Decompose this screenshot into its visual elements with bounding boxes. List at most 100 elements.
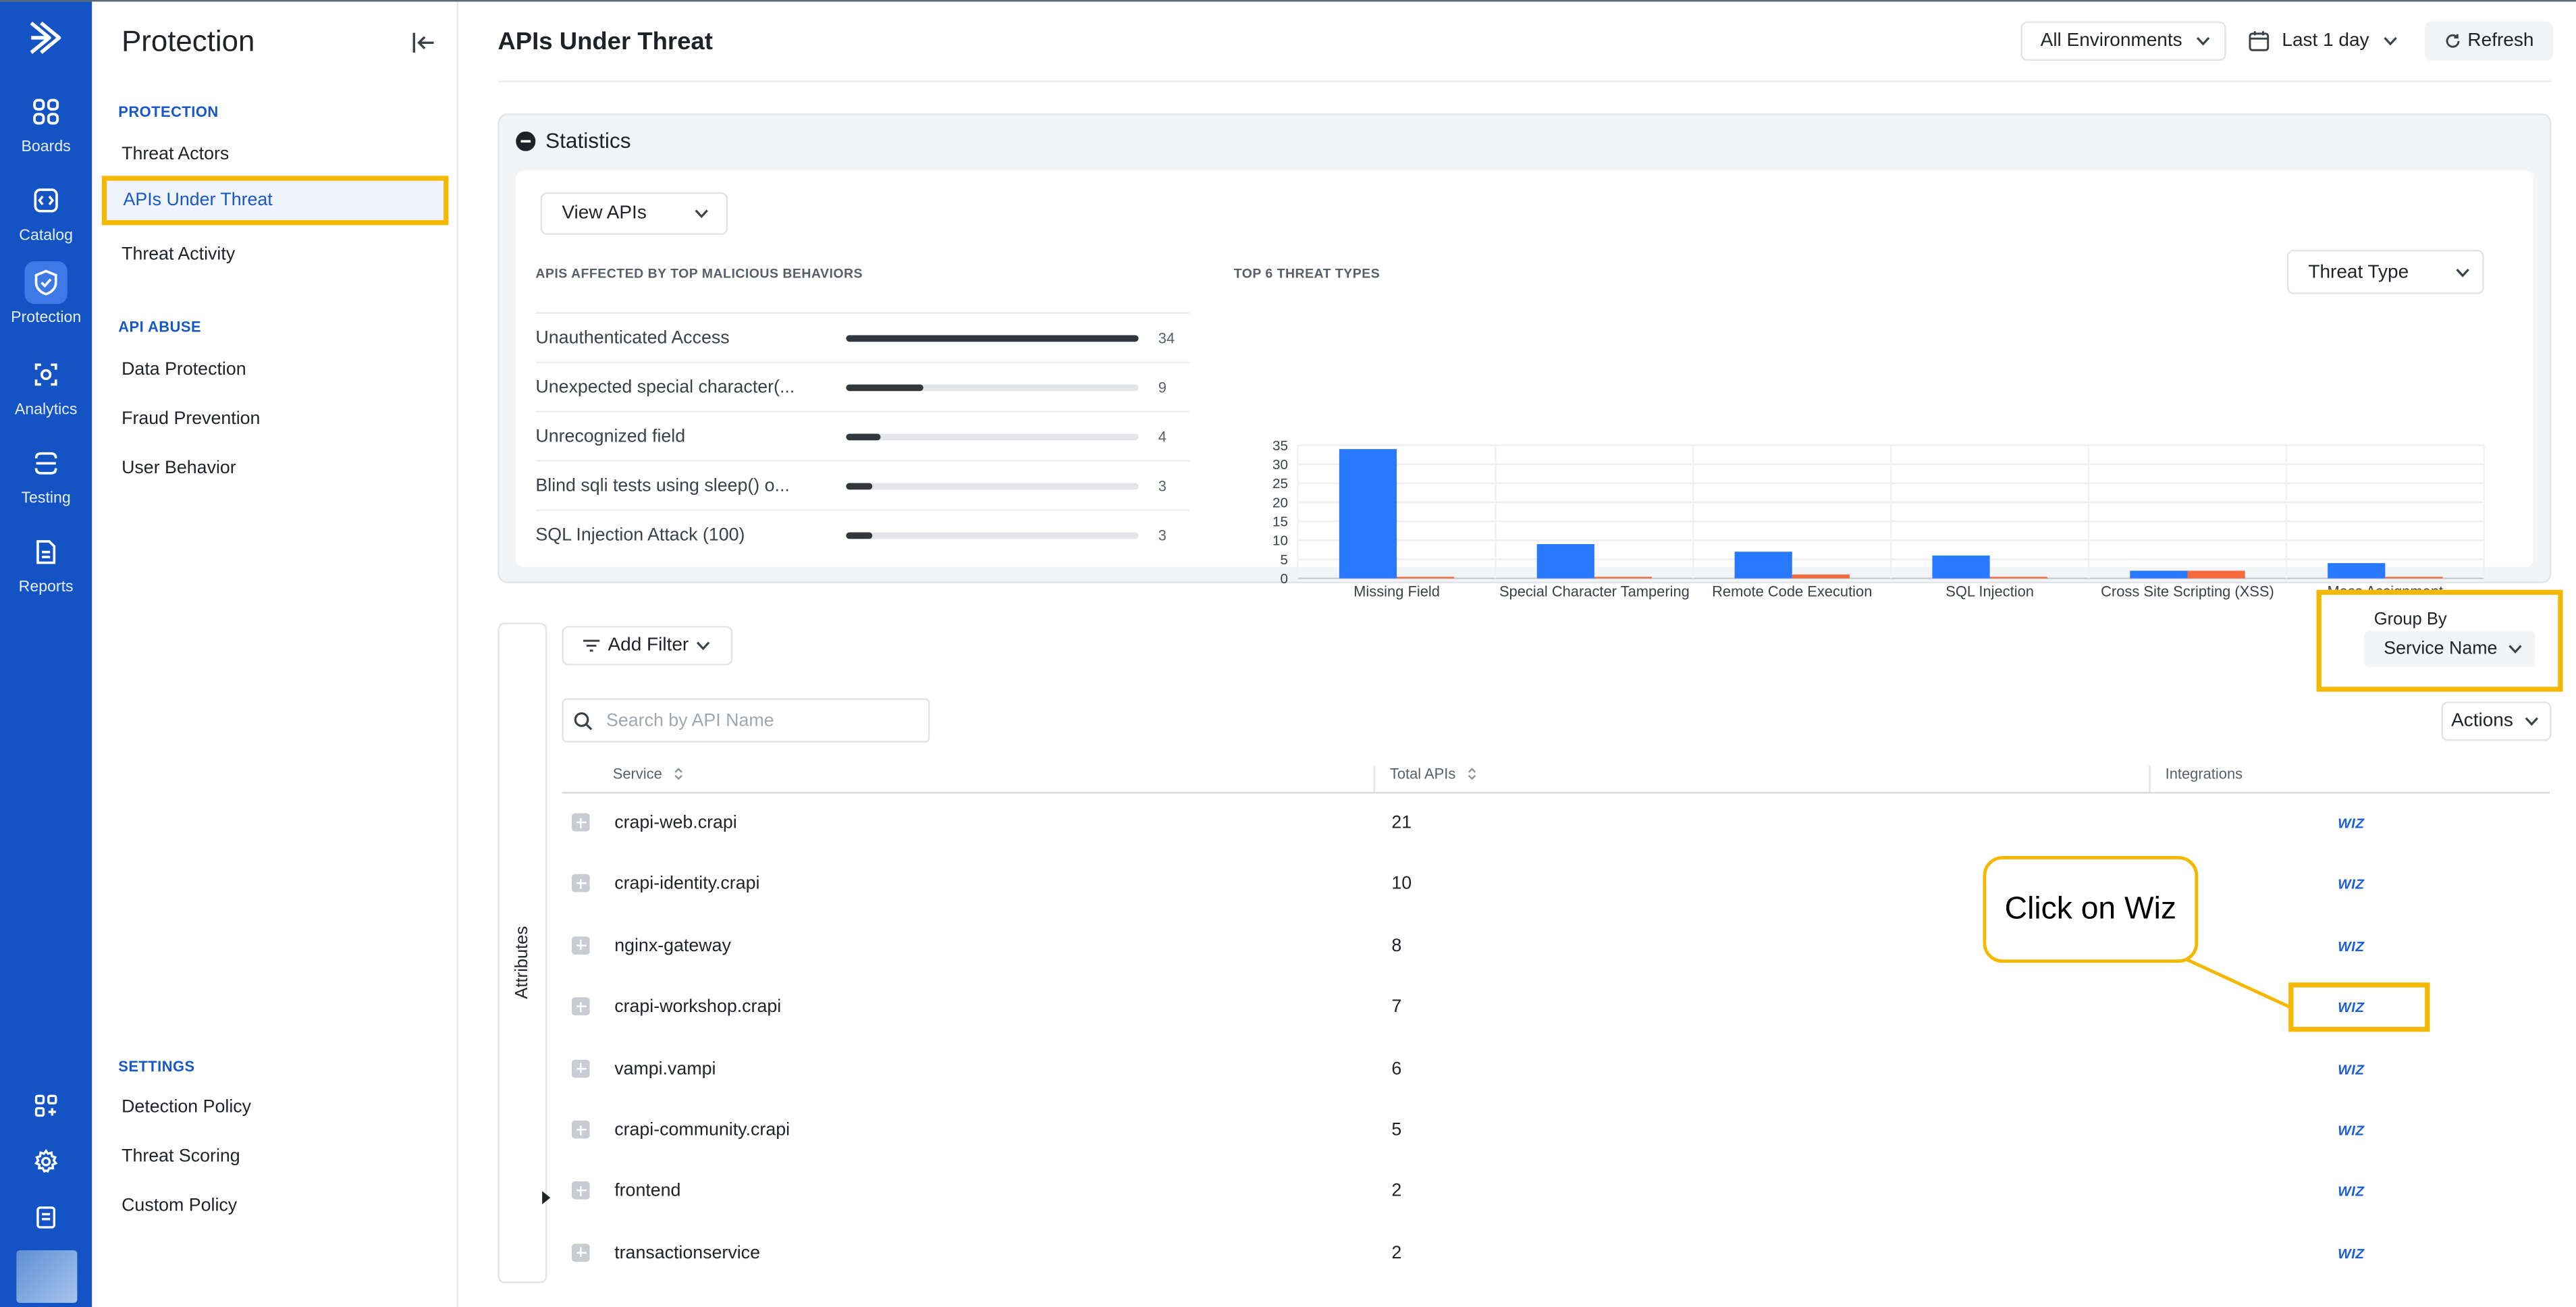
column-header-total-apis[interactable]: Total APIs [1390,766,1478,782]
testing-icon [25,442,68,485]
collapse-sidebar-icon[interactable] [409,28,439,57]
statistics-header[interactable]: Statistics [516,128,631,153]
nav-item-fraud-prevention[interactable]: Fraud Prevention [122,408,261,429]
y-tick-label: 30 [1272,457,1288,473]
bar-primary[interactable] [1734,552,1792,579]
total-apis: 8 [1391,936,1402,956]
y-tick-label: 25 [1272,476,1288,491]
rail-item-analytics[interactable]: Analytics [0,353,92,432]
view-apis-select[interactable]: View APIs [540,192,728,236]
total-apis: 6 [1391,1059,1402,1079]
rail-item-testing[interactable]: Testing [0,442,92,521]
table-row[interactable]: vampi.vampi 6 WIZ [562,1040,2550,1100]
bar-secondary[interactable] [2187,570,2245,579]
nav-item-user-behavior[interactable]: User Behavior [122,458,236,479]
threat-types-label: TOP 6 THREAT TYPES [1233,266,1380,282]
wiz-integration-icon[interactable]: WIZ [2338,1061,2365,1077]
nav-item-data-protection[interactable]: Data Protection [122,359,246,380]
table-row[interactable]: transactionservice 2 WIZ [562,1224,2550,1285]
behavior-count: 3 [1158,527,1166,543]
expand-attributes-icon[interactable] [542,1191,551,1204]
table-header: Service Total APIs Integrations [562,757,2550,794]
expand-row-icon[interactable] [571,1181,590,1200]
time-range-select[interactable]: Last 1 day [2237,21,2414,61]
catalog-icon [25,179,68,221]
table-row[interactable]: frontend 2 WIZ [562,1163,2550,1223]
expand-row-icon[interactable] [571,1243,590,1262]
group-by-select[interactable]: Service Name [2364,631,2535,668]
behavior-row[interactable]: Blind sqli tests using sleep() o... 3 [535,460,1189,509]
side-navigation: Protection PROTECTION Threat Actors APIs… [92,1,459,1307]
expand-row-icon[interactable] [571,1059,590,1077]
bar-primary[interactable] [2130,570,2188,579]
gear-icon[interactable] [0,1142,92,1181]
nav-section-protection: PROTECTION [118,103,219,120]
service-name: transactionservice [614,1243,760,1264]
total-apis: 2 [1391,1181,1402,1202]
bar-primary[interactable] [1536,543,1594,579]
search-input[interactable] [606,710,919,730]
wiz-integration-icon[interactable]: WIZ [2338,938,2365,955]
expand-row-icon[interactable] [571,936,590,955]
bar-secondary[interactable] [1989,577,2047,579]
threat-type-select[interactable]: Threat Type [2286,249,2484,294]
nav-item-detection-policy[interactable]: Detection Policy [122,1097,252,1117]
bar-primary[interactable] [1339,449,1397,579]
wiz-integration-icon[interactable]: WIZ [2338,1245,2365,1262]
table-row[interactable]: crapi-workshop.crapi 7 WIZ [562,978,2550,1039]
api-search-field[interactable] [562,698,930,743]
x-category-label: Missing Field [1353,583,1440,599]
bar-secondary[interactable] [1594,577,1653,579]
expand-row-icon[interactable] [571,874,590,893]
behavior-row[interactable]: Unrecognized field 4 [535,410,1189,460]
table-row[interactable]: crapi-web.crapi 21 WIZ [562,793,2550,854]
refresh-button[interactable]: Refresh [2425,21,2553,61]
nav-item-threat-scoring[interactable]: Threat Scoring [122,1146,240,1167]
nav-item-threat-activity[interactable]: Threat Activity [122,244,236,265]
wiz-integration-icon[interactable]: WIZ [2338,999,2365,1016]
sort-icon[interactable] [672,766,685,782]
wiz-integration-icon[interactable]: WIZ [2338,876,2365,893]
sort-icon[interactable] [1466,766,1478,782]
rail-item-reports[interactable]: Reports [0,531,92,610]
y-tick-label: 20 [1272,495,1288,510]
docs-icon[interactable] [0,1198,92,1237]
group-by-control: Group By Service Name [2316,589,2563,692]
column-header-service[interactable]: Service [613,766,685,782]
rail-item-catalog[interactable]: Catalog [0,179,92,258]
nav-item-apis-under-threat[interactable]: APIs Under Threat [101,176,449,225]
table-row[interactable]: crapi-identity.crapi 10 WIZ [562,855,2550,915]
wiz-integration-icon[interactable]: WIZ [2338,1122,2365,1139]
bar-secondary[interactable] [1397,577,1455,579]
rail-item-boards[interactable]: Boards [0,90,92,169]
behavior-row[interactable]: Unexpected special character(... 9 [535,361,1189,410]
bar-secondary[interactable] [1792,575,1850,579]
brand-logo[interactable] [26,18,65,57]
bar-secondary[interactable] [2385,577,2443,579]
table-row[interactable]: nginx-gateway 8 WIZ [562,917,2550,978]
rail-item-protection[interactable]: Protection [0,261,92,340]
environment-select[interactable]: All Environments [2020,21,2226,61]
nav-item-threat-actors[interactable]: Threat Actors [122,144,230,165]
attributes-tab[interactable]: Attributes [498,622,547,1283]
collapse-circle-icon[interactable] [516,130,536,151]
wiz-integration-icon[interactable]: WIZ [2338,815,2365,832]
avatar[interactable] [16,1250,78,1303]
bar-primary[interactable] [1932,555,1990,579]
add-filter-button[interactable]: Add Filter [562,626,733,666]
callout-click-on-wiz: Click on Wiz [1983,855,2199,963]
behavior-row[interactable]: Unauthenticated Access 34 [535,312,1189,361]
behavior-bar-fill [846,531,872,539]
nav-item-custom-policy[interactable]: Custom Policy [122,1196,238,1216]
expand-row-icon[interactable] [571,813,590,832]
actions-button[interactable]: Actions [2441,701,2552,741]
wiz-integration-icon[interactable]: WIZ [2338,1183,2365,1200]
expand-row-icon[interactable] [571,1120,590,1139]
service-name: crapi-identity.crapi [614,874,760,895]
add-widget-icon[interactable] [0,1086,92,1125]
bar-primary[interactable] [2328,563,2386,579]
behavior-row[interactable]: SQL Injection Attack (100) 3 [535,509,1189,558]
statistics-title: Statistics [545,128,631,153]
expand-row-icon[interactable] [571,997,590,1016]
table-row[interactable]: crapi-community.crapi 5 WIZ [562,1101,2550,1162]
